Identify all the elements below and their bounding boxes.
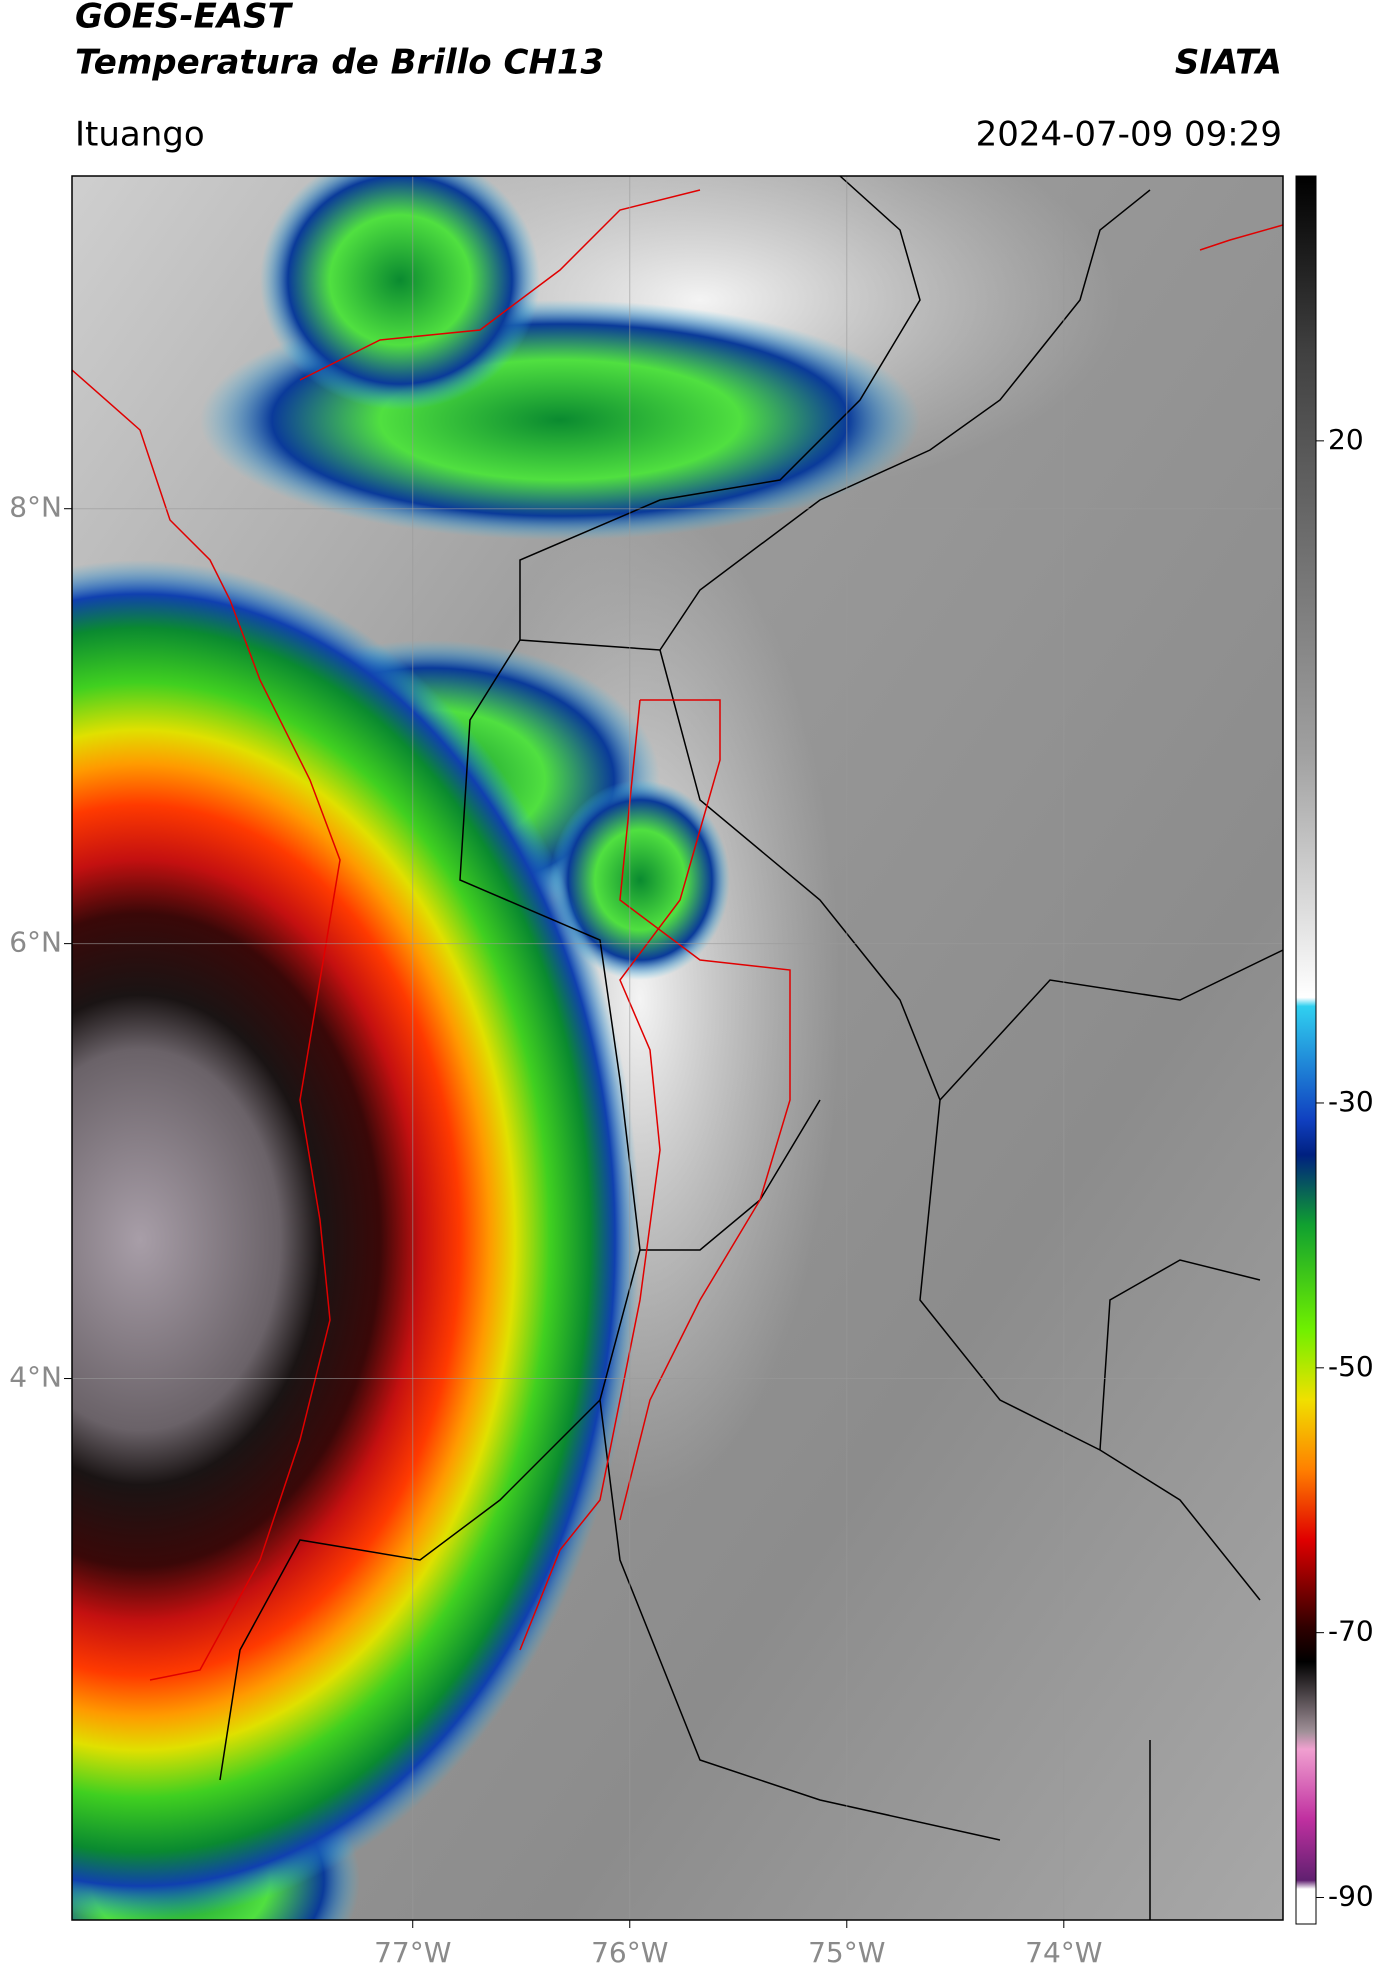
satellite-image [72,176,1283,1920]
colorbar-label: -50 [1328,1350,1374,1383]
lat-label: 4°N [9,1361,62,1394]
datetime: 2024-07-09 09:29 [976,115,1282,155]
grid [72,176,1283,1920]
lon-label: 76°W [591,1936,668,1969]
region-borders [72,189,1283,1681]
lon-label: 75°W [808,1936,885,1969]
colorbar-label: 20 [1328,423,1364,456]
cloud-cold [260,176,540,410]
colorbar-label: -30 [1328,1085,1374,1118]
cloud-cold [550,780,730,980]
colorbar [1295,175,1317,1925]
borders [219,176,1283,1920]
colorbar-label: -70 [1328,1615,1374,1648]
lat-label: 6°N [9,926,62,959]
storm-core [72,560,640,1920]
colorbar-label: -90 [1328,1880,1374,1913]
location: Ituango [75,115,205,155]
title: GOES-EAST [75,0,294,37]
source: SIATA [1175,43,1282,83]
lon-label: 77°W [374,1936,451,1969]
map-frame [71,175,1284,1921]
subtitle: Temperatura de Brillo CH13 [75,43,604,83]
lat-label: 8°N [9,491,62,524]
lon-label: 74°W [1025,1936,1102,1969]
